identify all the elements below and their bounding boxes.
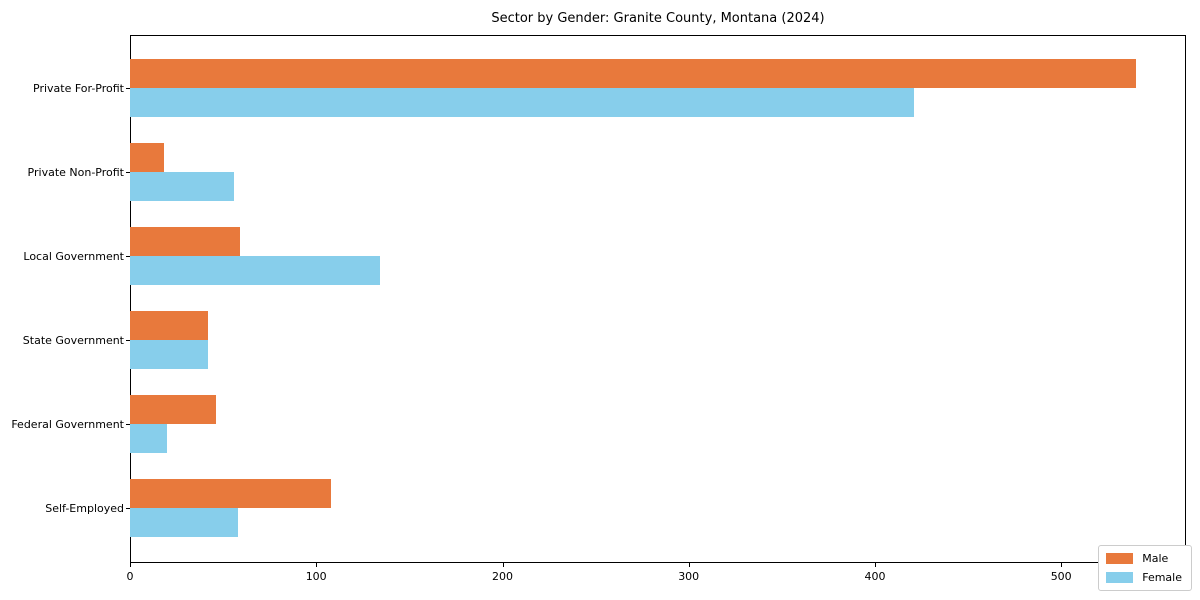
y-tick-mark: [126, 88, 130, 89]
bar-female: [130, 508, 238, 537]
x-tick-label: 500: [1050, 570, 1072, 583]
x-tick-mark: [316, 563, 318, 567]
bar-male: [130, 479, 332, 508]
legend-item-female: Female: [1106, 571, 1182, 584]
bar-female: [130, 424, 168, 453]
bar-female: [130, 340, 209, 369]
y-tick-label: Local Government: [23, 250, 124, 263]
bar-male: [130, 227, 240, 256]
bar-male: [130, 311, 209, 340]
bar-female: [130, 256, 380, 285]
x-tick-label: 100: [305, 570, 327, 583]
y-tick-mark: [126, 256, 130, 257]
legend-swatch-female: [1106, 572, 1134, 583]
x-tick-mark: [502, 563, 504, 567]
plot-area: [130, 35, 1186, 563]
bar-male: [130, 59, 1136, 88]
bar-male: [130, 395, 216, 424]
legend-label: Male: [1142, 552, 1169, 565]
chart-title: Sector by Gender: Granite County, Montan…: [491, 11, 825, 26]
y-tick-mark: [126, 340, 130, 341]
y-tick-mark: [126, 424, 130, 425]
x-tick-label: 200: [492, 570, 513, 583]
x-tick-mark: [130, 563, 131, 567]
legend: Male Female: [1098, 545, 1192, 591]
x-tick-mark: [875, 563, 876, 567]
legend-item-male: Male: [1106, 552, 1182, 565]
x-tick-mark: [688, 563, 690, 567]
legend-label: Female: [1142, 571, 1182, 584]
y-tick-label: Private Non-Profit: [27, 166, 124, 179]
y-tick-mark: [126, 508, 130, 509]
y-tick-label: Private For-Profit: [33, 82, 124, 95]
x-tick-label: 400: [864, 570, 886, 583]
y-tick-label: Self-Employed: [45, 502, 124, 515]
y-tick-label: Federal Government: [11, 418, 124, 431]
bar-female: [130, 88, 915, 117]
y-tick-label: State Government: [22, 334, 124, 347]
y-tick-mark: [126, 172, 130, 173]
x-tick-label: 300: [678, 570, 700, 583]
legend-swatch-male: [1106, 553, 1134, 564]
bar-female: [130, 172, 235, 201]
bar-male: [130, 143, 164, 172]
x-tick-label: 0: [126, 570, 134, 583]
x-tick-mark: [1061, 563, 1063, 567]
